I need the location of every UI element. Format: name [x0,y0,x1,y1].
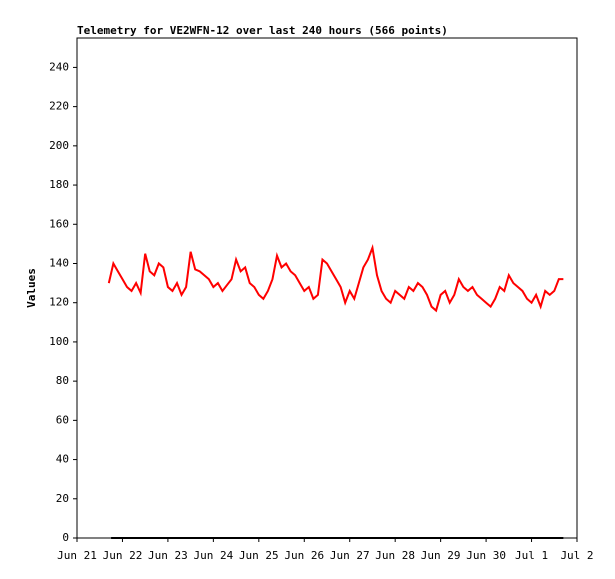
y-tick-label: 40 [56,453,69,466]
x-tick-label: Jun 25 [239,549,279,562]
x-tick-label: Jun 23 [148,549,188,562]
y-tick-label: 160 [49,217,69,230]
y-tick-label: 140 [49,256,69,269]
chart-title: Telemetry for VE2WFN-12 over last 240 ho… [77,24,448,37]
x-tick-label: Jun 30 [466,549,506,562]
x-tick-label: Jul 1 [515,549,548,562]
y-axis-label: Values [25,268,38,308]
y-tick-label: 240 [49,60,69,73]
x-tick-label: Jun 24 [193,549,233,562]
y-tick-label: 60 [56,413,69,426]
y-tick-label: 200 [49,139,69,152]
x-tick-label: Jun 26 [284,549,324,562]
y-tick-label: 220 [49,100,69,113]
x-tick-label: Jun 28 [375,549,415,562]
y-tick-label: 100 [49,335,69,348]
y-tick-label: 80 [56,374,69,387]
x-tick-label: Jun 29 [421,549,461,562]
x-tick-label: Jun 21 [57,549,97,562]
series-line [107,244,564,313]
x-tick-label: Jun 27 [330,549,370,562]
x-tick-label: Jul 2 [560,549,593,562]
y-tick-label: 0 [62,531,69,544]
y-tick-label: 120 [49,296,69,309]
y-tick-label: 20 [56,492,69,505]
y-tick-label: 180 [49,178,69,191]
x-tick-label: Jun 22 [103,549,143,562]
